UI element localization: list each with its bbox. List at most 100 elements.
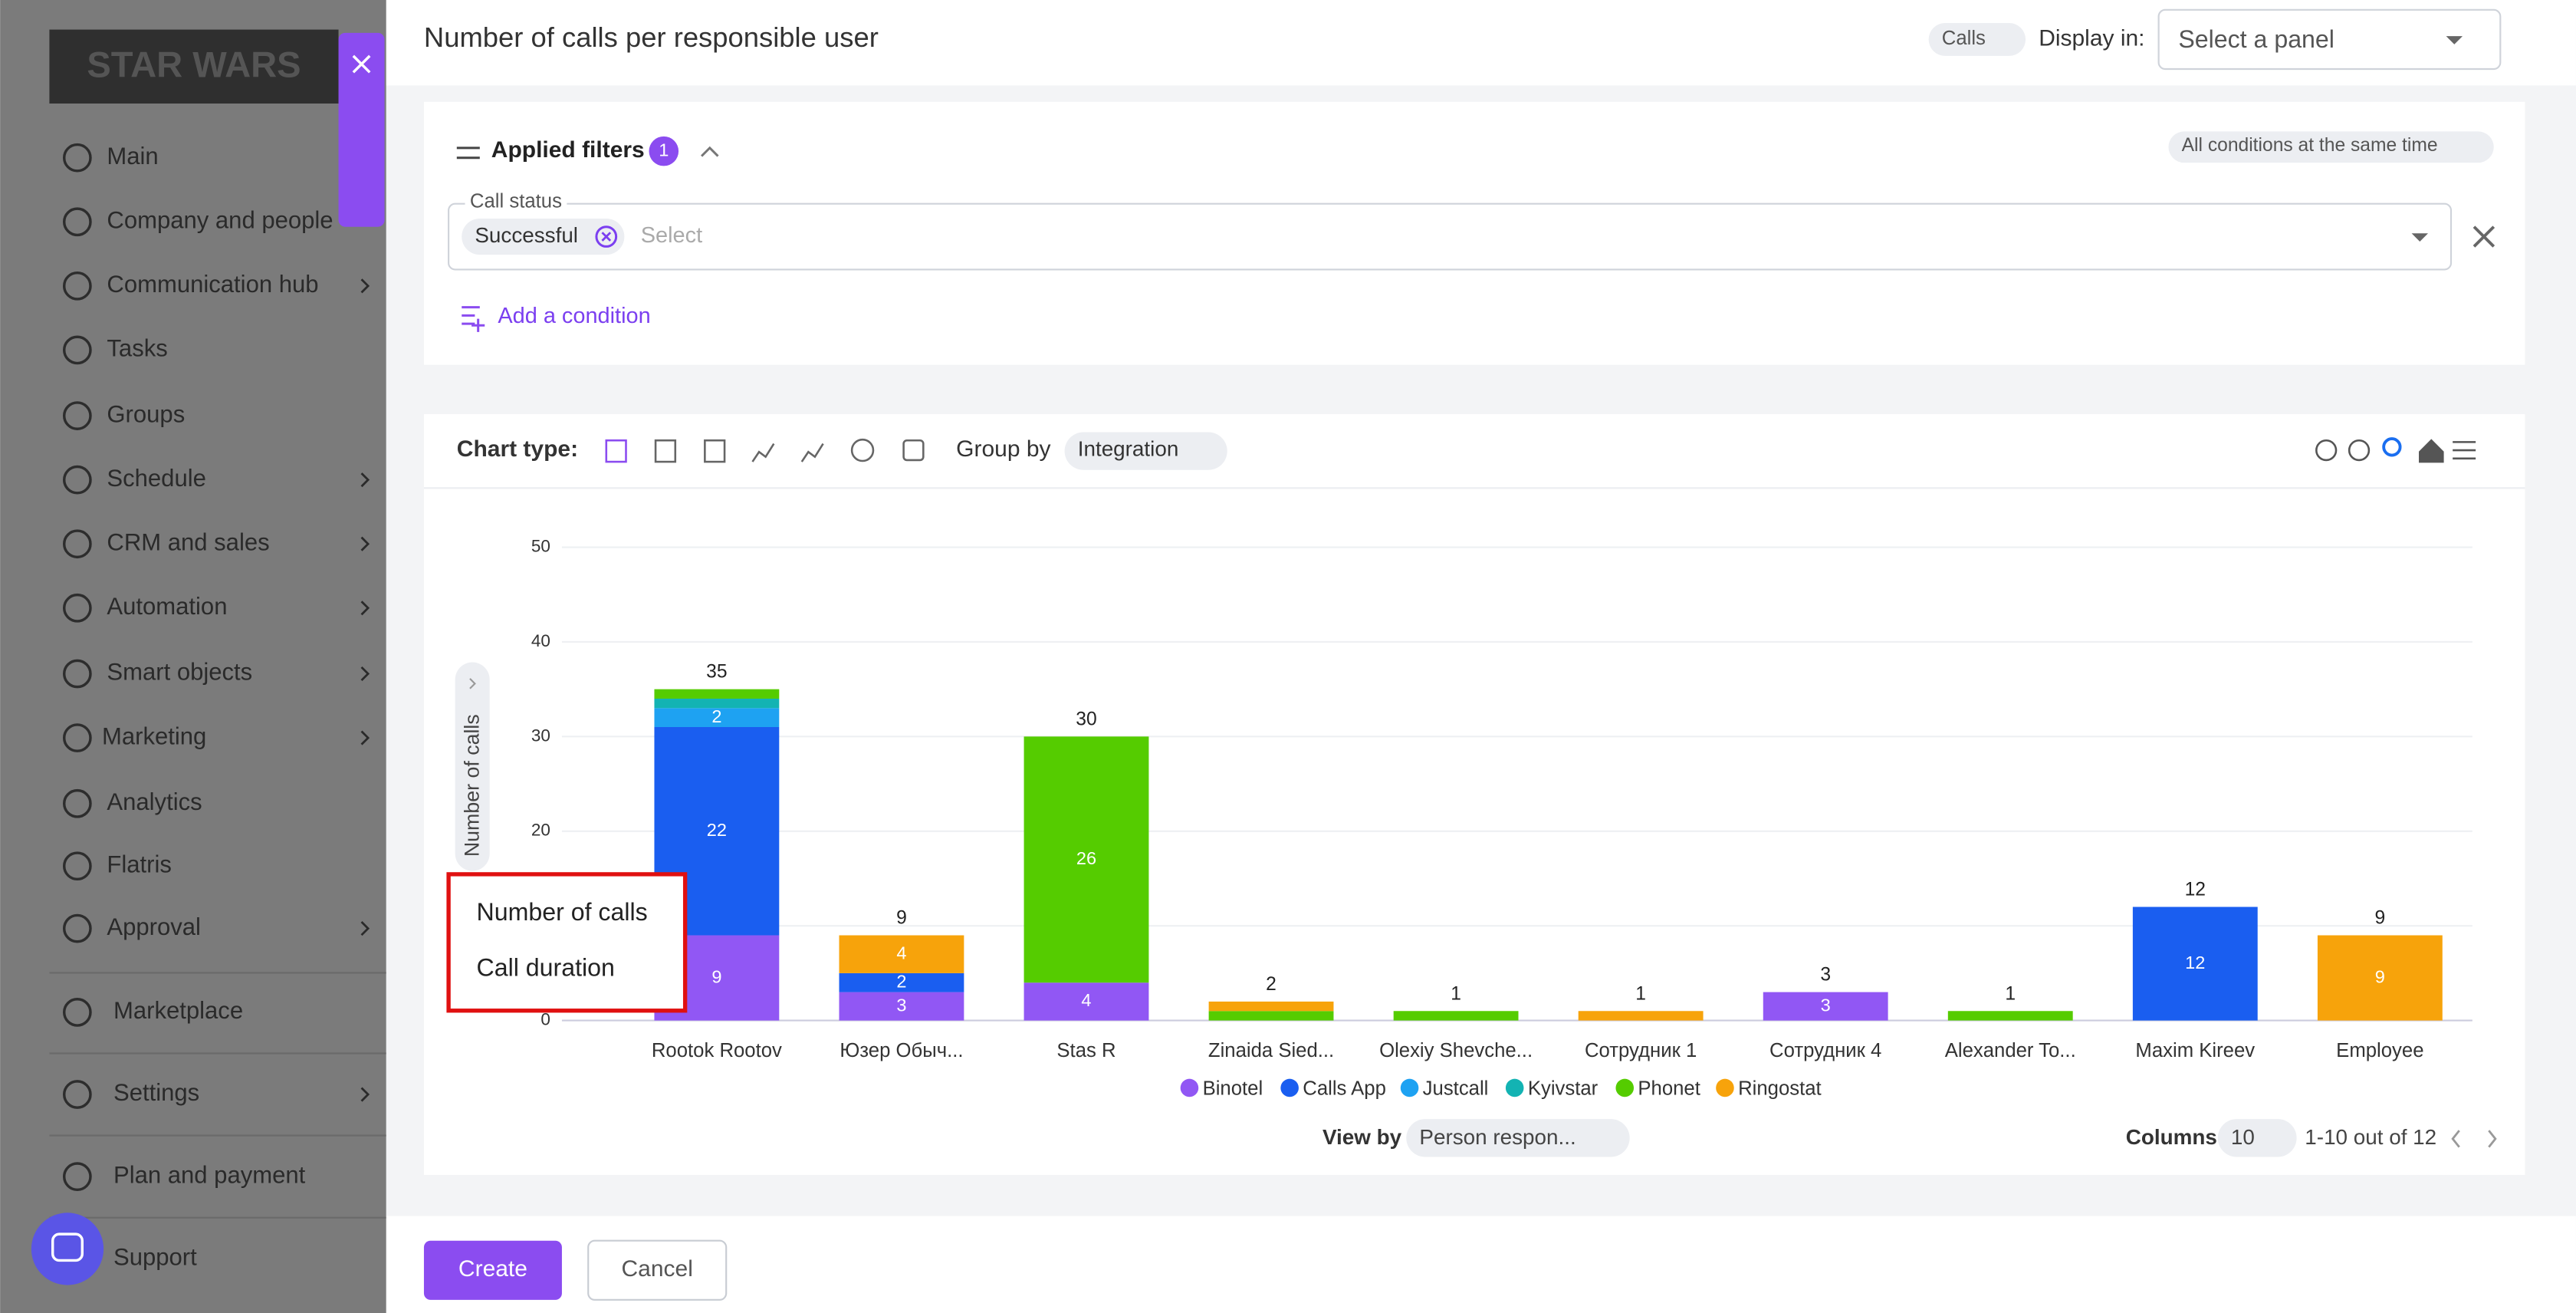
legend-swatch <box>1280 1078 1299 1097</box>
icon-line[interactable] <box>751 443 775 462</box>
zoom-tools[interactable] <box>2315 437 2476 463</box>
menu-icon <box>62 401 92 430</box>
menu-item[interactable]: Automation <box>107 593 227 620</box>
zoom-in[interactable] <box>2315 439 2338 462</box>
icon-area[interactable] <box>704 439 726 463</box>
cancel-button[interactable] <box>587 1239 728 1301</box>
call-status-field[interactable] <box>448 202 2453 271</box>
filters-title: Applied filters <box>491 137 645 163</box>
menu-icon <box>62 335 92 365</box>
menu-icon <box>62 143 92 173</box>
clear-filter[interactable] <box>2472 225 2496 248</box>
total-label: 3 <box>1820 965 1831 986</box>
add-condition-icon <box>462 306 485 332</box>
zoom-out[interactable] <box>2348 439 2371 462</box>
pager-range: 1-10 out of 12 <box>2305 1125 2436 1149</box>
total-label: 2 <box>1266 974 1276 995</box>
icon-pie[interactable] <box>850 438 875 462</box>
legend-swatch <box>1180 1078 1199 1097</box>
menu-item[interactable]: Schedule <box>107 465 205 492</box>
total-label: 12 <box>2185 880 2206 900</box>
x-tick-label: Сотрудник 1 <box>1585 1040 1697 1061</box>
x-tick-label: Rootok Rootov <box>652 1040 782 1061</box>
chart-menu[interactable] <box>2453 441 2476 460</box>
legend-swatch <box>1400 1078 1419 1097</box>
ylabel-toggle[interactable] <box>469 678 476 689</box>
panel-select[interactable] <box>2157 8 2502 71</box>
filter-count-badge <box>649 136 679 166</box>
view-by-value: Person respon... <box>1419 1125 1576 1149</box>
legend-entry[interactable]: Calls App <box>1303 1078 1386 1099</box>
menu-item[interactable]: Smart objects <box>107 659 252 686</box>
menu-item[interactable]: Settings <box>113 1079 199 1106</box>
total-label: 35 <box>706 662 727 683</box>
filter-icon <box>456 146 480 160</box>
menu-icon <box>62 1080 92 1109</box>
panel-placeholder: Select a panel <box>2178 25 2334 53</box>
dropdown-item[interactable]: Number of calls <box>477 898 648 926</box>
menu-item[interactable]: Marketplace <box>113 997 243 1024</box>
total-label: 1 <box>2005 983 2016 1004</box>
icon-info[interactable] <box>902 439 925 462</box>
menu-item[interactable]: Communication hub <box>107 271 318 298</box>
menu-arrow <box>360 601 370 616</box>
chat-launcher[interactable] <box>31 1213 104 1285</box>
ylabel-pill[interactable] <box>455 662 490 871</box>
menu-item[interactable]: Support <box>113 1243 197 1270</box>
zoom-select[interactable] <box>2382 437 2402 457</box>
bar-segment <box>839 992 964 1021</box>
mode-chip[interactable] <box>2168 131 2494 163</box>
legend-entry[interactable]: Kyivstar <box>1528 1078 1598 1099</box>
icon-line2[interactable] <box>800 443 824 462</box>
menu-item[interactable]: Company and people <box>107 206 333 233</box>
menu-item[interactable]: Analytics <box>107 788 202 815</box>
chart-type-icons[interactable] <box>605 438 925 463</box>
ylabel-dropdown <box>446 872 688 1013</box>
legend-entry[interactable]: Phonet <box>1638 1078 1700 1099</box>
group-by-chip[interactable] <box>1064 432 1227 470</box>
x-tick-label: Сотрудник 4 <box>1769 1040 1881 1061</box>
chip-remove[interactable] <box>595 225 618 248</box>
menu-item[interactable]: Main <box>107 143 158 169</box>
create-label: Create <box>458 1256 527 1282</box>
bar-segment <box>1763 992 1888 1021</box>
x-tick-label: Юзер Обыч... <box>840 1040 963 1061</box>
x-tick-label: Maxim Kireev <box>2135 1040 2255 1061</box>
icon-hbar[interactable] <box>654 439 677 463</box>
legend-entry[interactable]: Binotel <box>1203 1078 1263 1099</box>
bar-segment <box>1393 1011 1519 1021</box>
collapse-icon[interactable] <box>701 146 719 157</box>
legend-entry[interactable]: Ringostat <box>1738 1078 1822 1099</box>
group-by-label: Group by <box>956 436 1050 462</box>
menu-item[interactable]: Approval <box>107 913 201 940</box>
create-button[interactable] <box>423 1240 562 1300</box>
add-condition[interactable]: Add a condition <box>498 304 650 328</box>
view-by-chip[interactable] <box>1406 1119 1630 1157</box>
icon-bar[interactable] <box>605 439 627 463</box>
report-tab[interactable] <box>338 32 385 227</box>
bar-segment <box>839 972 964 992</box>
menu-item[interactable]: Plan and payment <box>113 1161 306 1188</box>
columns-chip[interactable] <box>2217 1119 2297 1157</box>
report-close[interactable] <box>352 54 371 74</box>
x-tick-label: Zinaida Sied... <box>1208 1040 1334 1061</box>
dropdown-item[interactable]: Call duration <box>477 954 615 982</box>
menu-item[interactable]: Flatris <box>107 851 172 877</box>
menu-item[interactable]: Tasks <box>107 335 167 362</box>
bar-segment <box>1208 1001 1334 1012</box>
bar-segment <box>1947 1011 2073 1021</box>
legend-swatch <box>1505 1078 1524 1097</box>
menu-item[interactable]: Groups <box>107 400 185 427</box>
pager-arrows[interactable] <box>2451 1130 2497 1148</box>
segment-label: 22 <box>707 820 727 840</box>
total-label: 1 <box>1451 983 1461 1004</box>
calls-chip[interactable] <box>1928 22 2026 56</box>
menu-icon <box>62 659 92 689</box>
zoom-home[interactable] <box>2419 439 2444 463</box>
y-tick-label: 50 <box>531 536 550 555</box>
legend-entry[interactable]: Justcall <box>1423 1078 1489 1099</box>
total-label: 1 <box>1635 983 1646 1004</box>
menu-item[interactable]: CRM and sales <box>107 528 269 555</box>
bar-segment <box>2317 935 2443 1021</box>
menu-item[interactable]: Marketing <box>102 722 206 749</box>
